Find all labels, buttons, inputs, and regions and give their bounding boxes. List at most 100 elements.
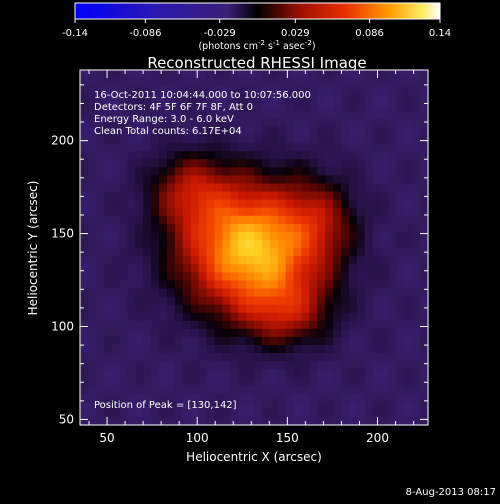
heatmap-cell [206, 78, 216, 87]
heatmap-cell [159, 118, 168, 128]
heatmap-cell [87, 94, 97, 103]
heatmap-cell [356, 295, 366, 305]
heatmap-cell [159, 239, 168, 249]
heatmap-cell [159, 247, 168, 257]
heatmap-cell [159, 231, 168, 241]
heatmap-cell [103, 336, 113, 345]
heatmap-cell [206, 102, 216, 111]
heatmap-cell [246, 312, 255, 321]
heatmap-cell [420, 166, 429, 176]
heatmap-cell [309, 303, 318, 313]
heatmap-cell [261, 408, 271, 418]
heatmap-cell [238, 312, 247, 321]
heatmap-cell [333, 70, 342, 79]
heatmap-cell [198, 110, 208, 120]
heatmap-cell [309, 352, 318, 362]
heatmap-cell [222, 312, 231, 321]
heatmap-cell [301, 352, 310, 362]
heatmap-cell [198, 94, 208, 103]
heatmap-cell [80, 191, 89, 200]
heatmap-cell [293, 126, 303, 136]
heatmap-cell [388, 126, 397, 136]
heatmap-cell [238, 86, 247, 95]
heatmap-cell [80, 142, 89, 152]
heatmap-cell [198, 376, 208, 386]
heatmap-cell [301, 312, 310, 321]
heatmap-cell [348, 191, 358, 200]
heatmap-cell [159, 368, 168, 378]
colorbar-tick-label: -0.14 [62, 28, 88, 39]
heatmap-cell [261, 400, 271, 410]
heatmap-cell [261, 150, 271, 160]
heatmap-cell [127, 207, 136, 216]
heatmap-cell [87, 344, 97, 353]
heatmap-cell [246, 118, 255, 128]
heatmap-cell [341, 279, 350, 289]
heatmap-cell [261, 215, 271, 224]
heatmap-cell [412, 70, 421, 79]
heatmap-cell [87, 70, 97, 79]
heatmap-cell [309, 126, 318, 136]
heatmap-cell [190, 295, 200, 305]
heatmap-cell [143, 118, 152, 128]
heatmap-cell [230, 134, 239, 144]
heatmap-cell [364, 239, 374, 249]
heatmap-cell [293, 247, 303, 257]
heatmap-cell [317, 408, 326, 418]
heatmap-cell [230, 344, 239, 353]
heatmap-cell [277, 110, 287, 120]
heatmap-cell [277, 158, 287, 168]
heatmap-cell [159, 207, 168, 216]
heatmap-cell [103, 303, 113, 313]
heatmap-cell [261, 110, 271, 120]
heatmap-cell [364, 352, 374, 362]
heatmap-cell [238, 279, 247, 289]
heatmap-cell [230, 303, 239, 313]
heatmap-cell [167, 166, 176, 176]
heatmap-cell [325, 263, 334, 273]
heatmap-cell [285, 158, 295, 168]
heatmap-cell [87, 295, 97, 305]
heatmap-cell [333, 182, 342, 192]
heatmap-cell [246, 86, 255, 95]
heatmap-cell [143, 303, 152, 313]
heatmap-cell [388, 118, 397, 128]
heatmap-cell [135, 368, 144, 378]
heatmap-cell [333, 255, 342, 265]
heatmap-cell [238, 150, 247, 160]
heatmap-cell [80, 94, 89, 103]
heatmap-cell [341, 271, 350, 281]
heatmap-cell [143, 263, 152, 273]
heatmap-cell [222, 392, 231, 402]
heatmap-cell [159, 78, 168, 87]
heatmap-cell [317, 126, 326, 136]
heatmap-cell [372, 166, 382, 176]
heatmap-cell [380, 215, 390, 224]
heatmap-cell [206, 392, 216, 402]
heatmap-cell [159, 215, 168, 224]
heatmap-cell [95, 110, 105, 120]
heatmap-cell [380, 134, 390, 144]
heatmap-cell [285, 295, 295, 305]
heatmap-cell [420, 416, 429, 426]
heatmap-cell [238, 110, 247, 120]
heatmap-cell [119, 182, 129, 192]
heatmap-cell [356, 279, 366, 289]
heatmap-cell [230, 247, 239, 257]
heatmap-cell [95, 231, 105, 241]
heatmap-cell [261, 279, 271, 289]
heatmap-cell [80, 70, 89, 79]
heatmap-cell [380, 78, 390, 87]
heatmap-cell [87, 158, 97, 168]
heatmap-cell [222, 376, 231, 386]
heatmap-cell [87, 223, 97, 232]
heatmap-cell [246, 352, 255, 362]
heatmap-cell [317, 118, 326, 128]
heatmap-cell [111, 416, 121, 426]
heatmap-cell [420, 150, 429, 160]
heatmap-cell [364, 142, 374, 152]
heatmap-cell [182, 271, 192, 281]
heatmap-cell [135, 134, 144, 144]
heatmap-cell [404, 215, 413, 224]
heatmap-cell [293, 303, 303, 313]
